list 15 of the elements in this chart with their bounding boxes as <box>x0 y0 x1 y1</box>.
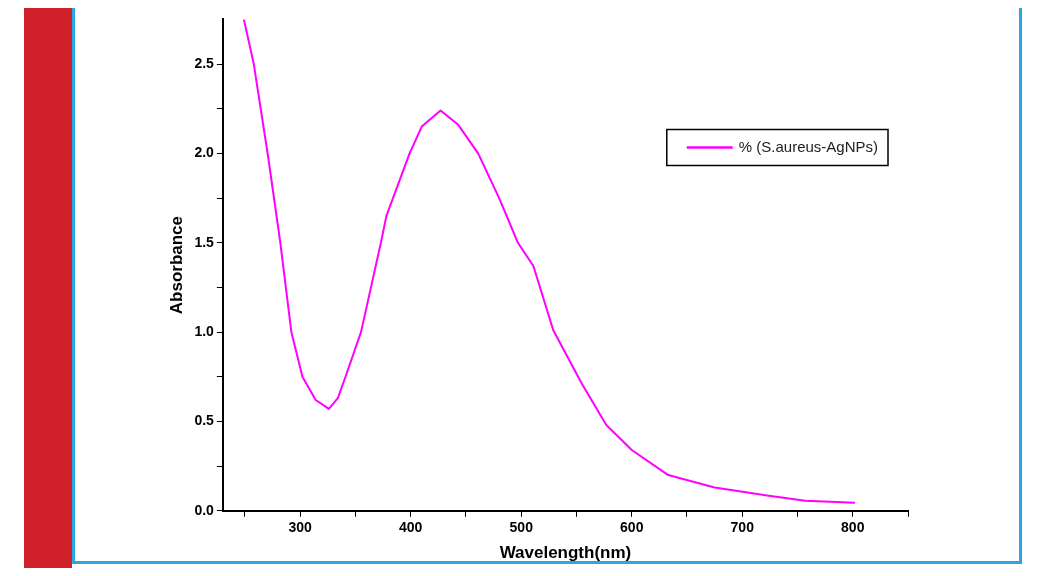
x-tick-label: 400 <box>399 519 423 536</box>
x-tick-label: 500 <box>509 519 534 536</box>
y-tick-label: 1.5 <box>194 233 215 250</box>
y-tick-label: 2.0 <box>194 144 215 161</box>
x-tick-label: 600 <box>620 519 644 536</box>
y-tick-label: 1.0 <box>194 322 215 339</box>
y-tick-label: 0.0 <box>194 501 215 518</box>
y-tick-label: 2.5 <box>194 54 215 71</box>
y-axis-title: Absorbance <box>166 215 186 315</box>
y-tick-label: 0.5 <box>194 412 215 429</box>
x-tick-label: 800 <box>841 519 865 536</box>
x-axis-title: Wavelength(nm) <box>499 543 632 563</box>
x-tick-label: 700 <box>730 519 755 536</box>
x-tick-label: 300 <box>288 519 313 536</box>
legend-label: % (S.aureus-AgNPs) <box>738 137 879 155</box>
